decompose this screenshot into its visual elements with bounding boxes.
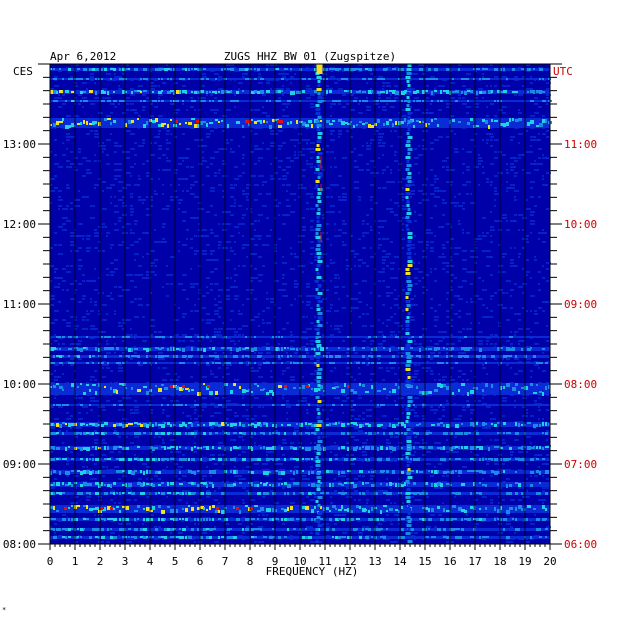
x-tick-label: 13: [368, 555, 381, 568]
x-tick-label: 16: [443, 555, 456, 568]
chart-date: Apr 6,2012: [50, 50, 116, 63]
x-tick-label: 12: [343, 555, 356, 568]
right-tick-label: 11:00: [564, 138, 597, 151]
grid-lines: [49, 63, 551, 545]
x-tick-label: 14: [393, 555, 407, 568]
left-axis-label: CES: [13, 65, 33, 78]
left-tick-label: 13:00: [3, 138, 36, 151]
corner-mark: *: [2, 606, 7, 614]
right-tick-label: 08:00: [564, 378, 597, 391]
x-tick-label: 3: [122, 555, 129, 568]
left-tick-label: 11:00: [3, 298, 36, 311]
left-tick-label: 10:00: [3, 378, 36, 391]
noise-lines: [315, 64, 413, 543]
left-tick-label: 12:00: [3, 218, 36, 231]
right-tick-label: 10:00: [564, 218, 597, 231]
x-tick-label: 17: [468, 555, 481, 568]
left-tick-label: 09:00: [3, 458, 36, 471]
right-tick-label: 09:00: [564, 298, 597, 311]
x-tick-label: 15: [418, 555, 431, 568]
x-tick-label: 6: [197, 555, 204, 568]
chart-station-title: ZUGS HHZ BW 01 (Zugspitze): [224, 50, 396, 63]
right-tick-label: 06:00: [564, 538, 597, 551]
x-tick-label: 2: [97, 555, 104, 568]
right-axis-label: UTC: [553, 65, 573, 78]
x-tick-label: 19: [518, 555, 531, 568]
frequency-axis: 0 1 2 3 4 5 6 7 8 9 10 11 12 13 14 15 16 17 18 19 20: [47, 544, 557, 568]
x-tick-label: 20: [543, 555, 556, 568]
x-axis-label: FREQUENCY (HZ): [266, 565, 359, 578]
x-tick-label: 10: [293, 555, 306, 568]
left-tick-label: 08:00: [3, 538, 36, 551]
right-tick-label: 07:00: [564, 458, 597, 471]
x-tick-label: 1: [72, 555, 79, 568]
left-time-axis: 08:00 09:00 10:00 11:00 12:00 13:00: [3, 63, 50, 551]
x-tick-label: 9: [272, 555, 279, 568]
x-tick-label: 8: [247, 555, 254, 568]
x-tick-label: 11: [318, 555, 331, 568]
x-tick-label: 5: [172, 555, 179, 568]
right-time-axis: 06:00 07:00 08:00 09:00 10:00 11:00: [550, 63, 597, 551]
x-tick-label: 4: [147, 555, 154, 568]
x-tick-label: 7: [222, 555, 229, 568]
x-tick-label: 18: [493, 555, 506, 568]
x-tick-label: 0: [47, 555, 54, 568]
